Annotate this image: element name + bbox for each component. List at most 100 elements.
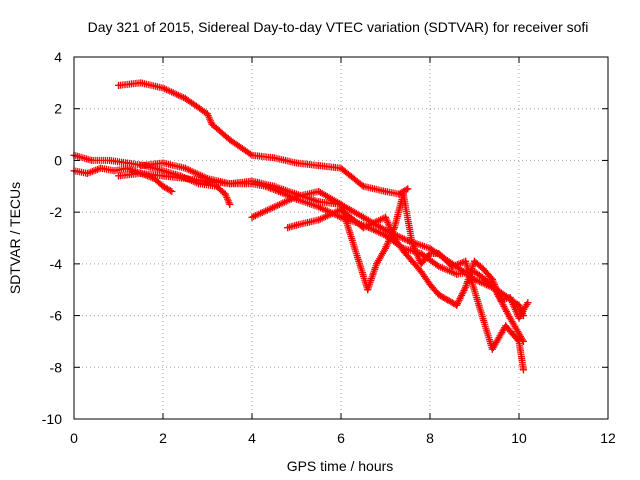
data-point	[110, 167, 118, 175]
data-point	[382, 187, 389, 195]
data-point	[83, 169, 91, 177]
data-point	[248, 180, 256, 188]
data-point	[408, 239, 416, 247]
data-point	[159, 182, 167, 190]
data-point	[359, 224, 367, 232]
data-point	[226, 200, 234, 208]
y-tick-label: 4	[54, 49, 62, 65]
data-point	[168, 187, 176, 195]
x-tick-label: 6	[337, 430, 345, 446]
data-point	[497, 296, 505, 304]
series-track-5	[137, 159, 527, 345]
x-tick-label: 12	[600, 430, 616, 446]
data-point	[284, 224, 292, 232]
data-point	[106, 156, 114, 164]
data-point	[204, 175, 211, 183]
data-point	[88, 156, 96, 164]
data-point	[226, 136, 234, 144]
data-point	[123, 159, 131, 167]
tick-labels: 0 2 4 6 8 10 12 -10 -8 -6 -4 -2 0 2 4	[42, 49, 616, 446]
data-point	[181, 164, 189, 172]
series-track-3	[115, 79, 412, 198]
data-point	[399, 190, 407, 198]
data-point	[506, 293, 514, 301]
data-point	[159, 84, 167, 92]
x-tick-label: 8	[426, 430, 434, 446]
y-tick-label: -4	[50, 256, 63, 272]
data-point	[137, 162, 145, 170]
data-point	[226, 180, 234, 188]
data-point	[346, 229, 354, 237]
data-point	[359, 213, 367, 221]
data-point	[515, 337, 523, 345]
y-axis-label: SDTVAR / TECUs	[7, 182, 23, 294]
data-point	[248, 151, 256, 159]
data-point	[502, 322, 510, 330]
x-axis-label: GPS time / hours	[287, 458, 394, 474]
data-point	[404, 237, 412, 245]
data-point	[355, 257, 363, 265]
data-point	[137, 79, 145, 87]
data-point	[293, 193, 300, 201]
data-point	[315, 162, 323, 170]
y-tick-label: -6	[50, 308, 63, 324]
data-point	[515, 314, 523, 322]
data-point	[315, 216, 323, 224]
data-point	[399, 247, 407, 255]
data-point	[404, 185, 412, 193]
y-tick-label: 0	[54, 152, 62, 168]
data-point	[359, 182, 367, 190]
data-point	[364, 286, 372, 294]
data-point	[159, 159, 167, 167]
data-point	[515, 301, 523, 309]
data-point	[181, 94, 189, 102]
data-point	[159, 172, 167, 180]
data-point	[293, 159, 300, 167]
y-tick-label: -2	[50, 204, 63, 220]
data-point	[181, 175, 189, 183]
data-point	[519, 366, 527, 374]
data-point	[479, 265, 487, 273]
data-point	[408, 257, 416, 265]
data-point	[435, 250, 443, 258]
data-point	[137, 169, 145, 177]
data-point	[337, 206, 345, 214]
data-point	[506, 314, 514, 322]
data-point	[524, 299, 532, 307]
data-point	[426, 281, 434, 289]
data-point	[488, 345, 496, 353]
data-point	[221, 190, 229, 198]
data-point	[97, 164, 105, 172]
data-point	[270, 203, 278, 211]
x-tick-label: 2	[159, 430, 167, 446]
data-point	[315, 203, 323, 211]
data-point	[115, 81, 122, 89]
data-point	[337, 164, 345, 172]
data-point	[204, 110, 211, 118]
x-tick-label: 0	[70, 430, 78, 446]
ticks	[73, 56, 609, 420]
data-point	[471, 257, 478, 265]
data-point	[115, 172, 122, 180]
data-point	[293, 221, 300, 229]
data-point	[248, 213, 256, 221]
data-point	[462, 283, 470, 291]
y-tick-label: -8	[50, 359, 63, 375]
x-tick-label: 4	[248, 430, 256, 446]
data-point	[453, 270, 461, 278]
data-point	[462, 257, 470, 265]
y-tick-label: 2	[54, 101, 62, 117]
data-point	[382, 231, 389, 239]
y-tick-label: -10	[42, 411, 62, 427]
data-point	[453, 301, 461, 309]
series-track-6	[248, 187, 527, 374]
data-point	[417, 268, 425, 276]
data-point	[382, 244, 389, 252]
data-point	[475, 301, 483, 309]
data-point	[448, 262, 456, 270]
data-point	[373, 260, 381, 268]
data-layer	[70, 79, 532, 374]
data-point	[270, 154, 278, 162]
